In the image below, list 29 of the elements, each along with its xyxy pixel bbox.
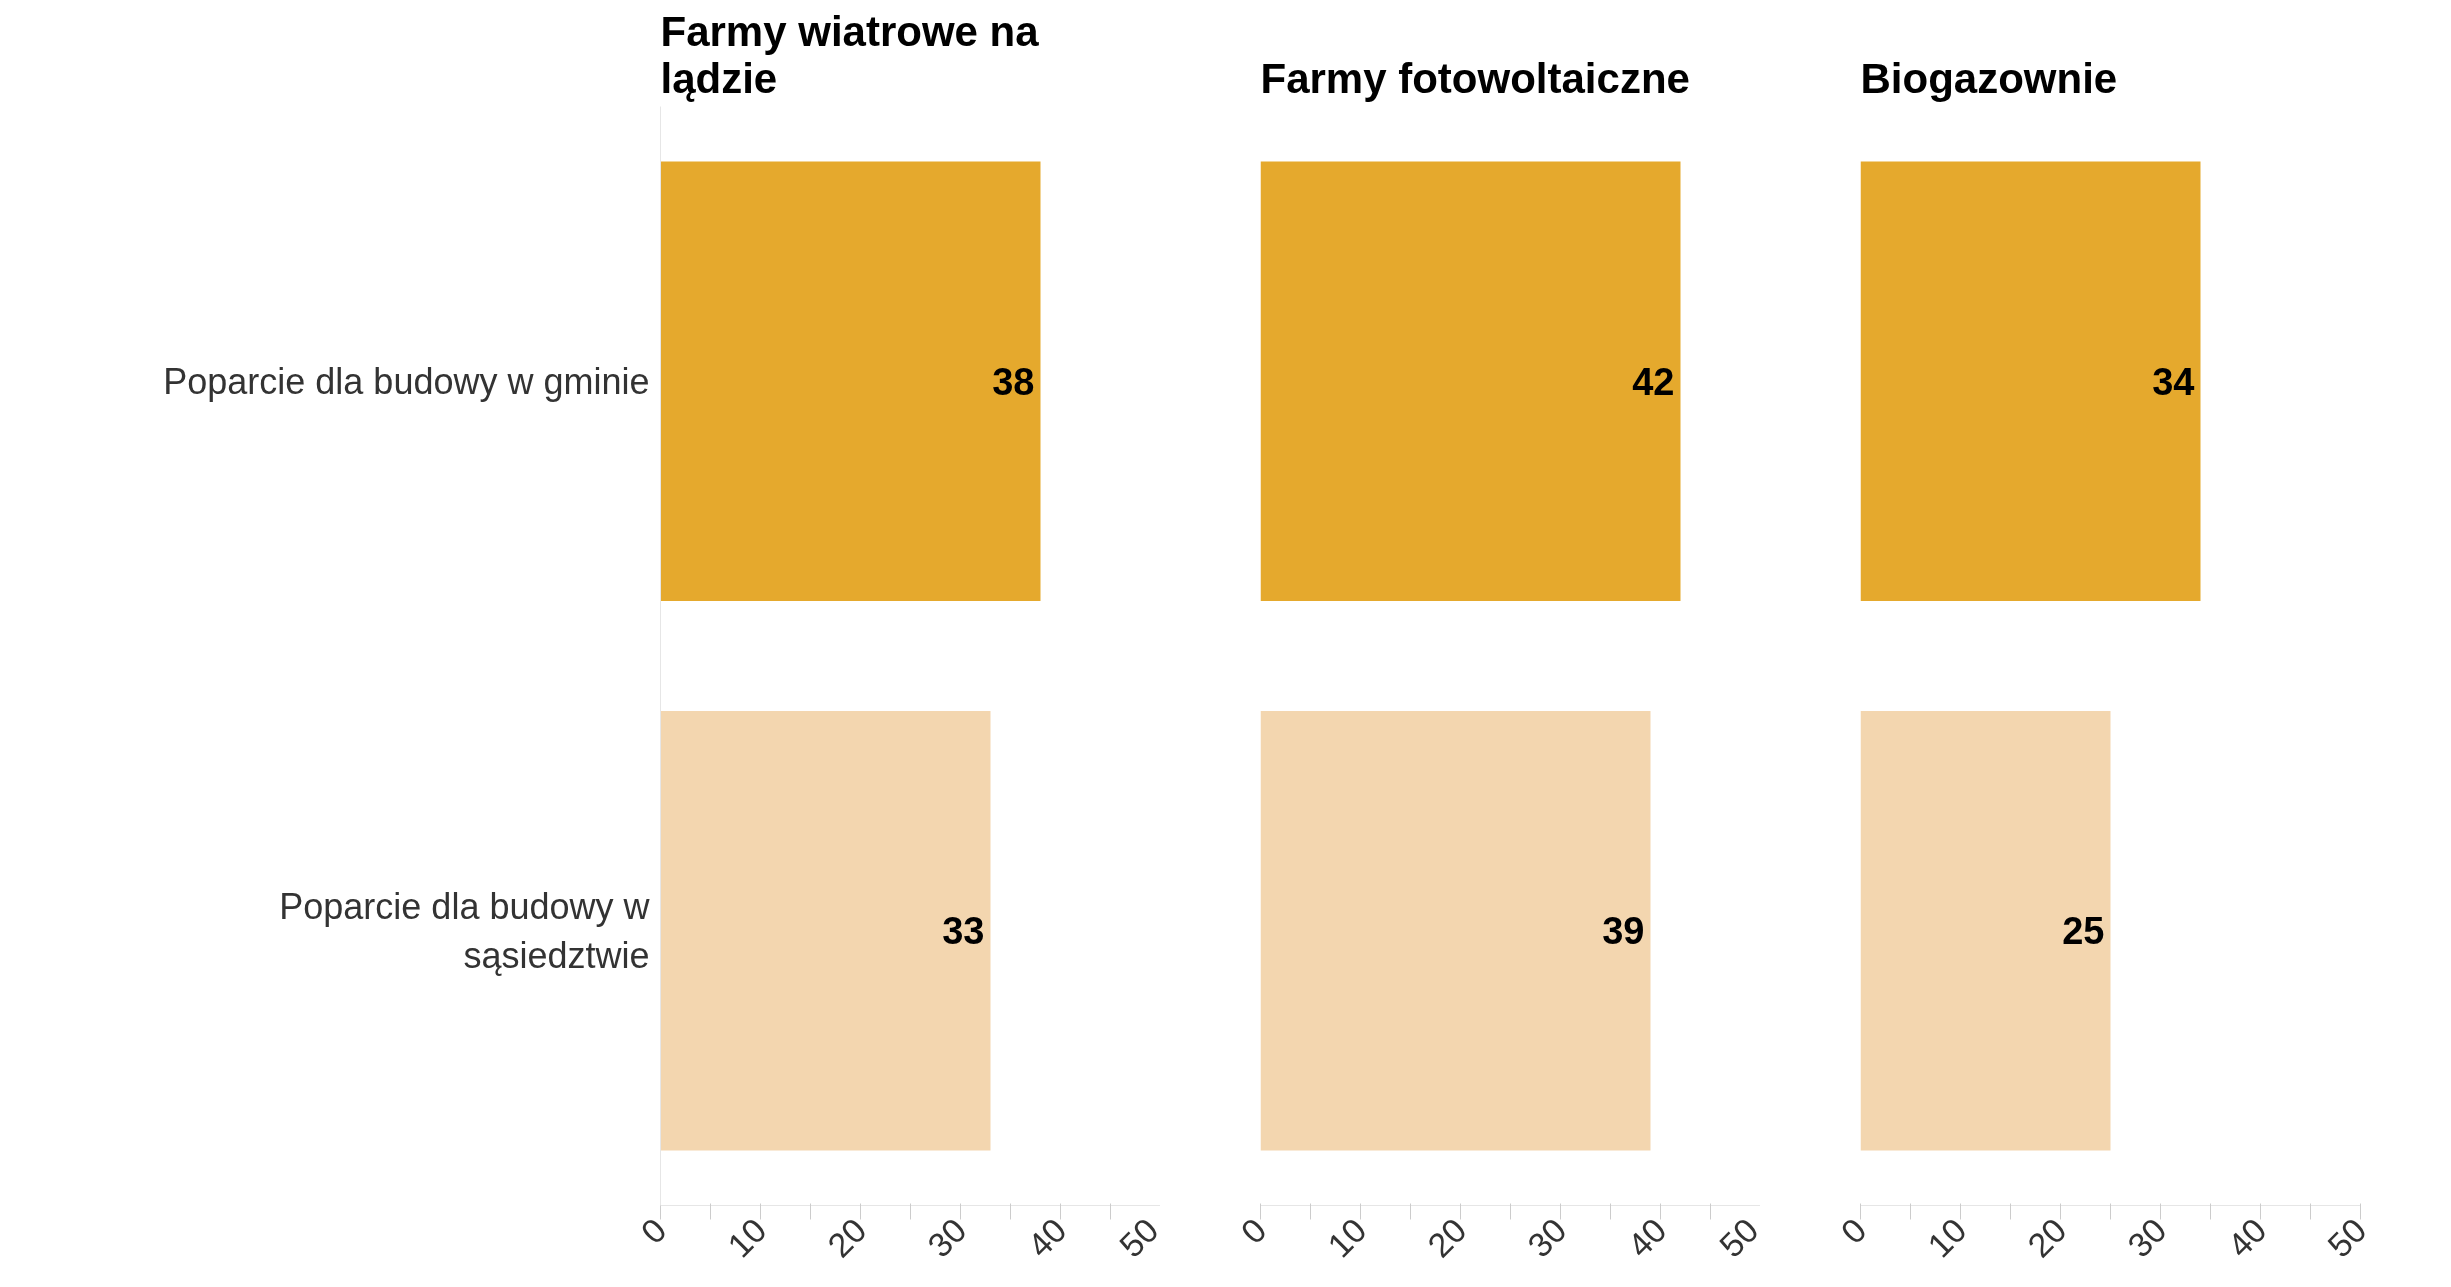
x-tick-label: 40 <box>1019 1210 1074 1265</box>
x-tick-label: 20 <box>2019 1210 2074 1265</box>
data-label: 25 <box>2062 910 2105 953</box>
x-tick-label: 40 <box>2219 1210 2274 1265</box>
data-label: 38 <box>992 360 1035 403</box>
x-tick-label: 50 <box>1111 1210 1166 1265</box>
chart-title: Biogazownie <box>1860 54 2118 102</box>
x-tick-label: 50 <box>2319 1210 2374 1265</box>
x-tick-label: 40 <box>1619 1210 1674 1265</box>
x-tick-label: 30 <box>1519 1210 1574 1265</box>
y-tick-label: Poparcie dla budowy w gminie <box>163 360 650 402</box>
x-tick-label: 30 <box>919 1210 974 1265</box>
chart-title: Farmy wiatrowe na lądzie <box>660 7 1040 102</box>
x-tick-label: 20 <box>1419 1210 1474 1265</box>
x-tick-label: 0 <box>633 1210 674 1251</box>
data-label: 33 <box>942 910 985 953</box>
y-tick-label: Poparcie dla budowy w sąsiedztwie <box>279 885 651 976</box>
chart-title: Farmy fotowoltaiczne <box>1260 54 1690 102</box>
x-tick-label: 0 <box>1833 1210 1874 1251</box>
data-label: 34 <box>2152 360 2195 403</box>
x-tick-label: 0 <box>1233 1210 1274 1251</box>
x-tick-label: 50 <box>1711 1210 1766 1265</box>
x-tick-label: 10 <box>719 1210 774 1265</box>
data-label: 42 <box>1632 360 1675 403</box>
x-tick-label: 10 <box>1319 1210 1374 1265</box>
x-tick-label: 20 <box>819 1210 874 1265</box>
x-tick-label: 30 <box>2119 1210 2174 1265</box>
data-label: 39 <box>1602 910 1645 953</box>
x-tick-label: 10 <box>1919 1210 1974 1265</box>
